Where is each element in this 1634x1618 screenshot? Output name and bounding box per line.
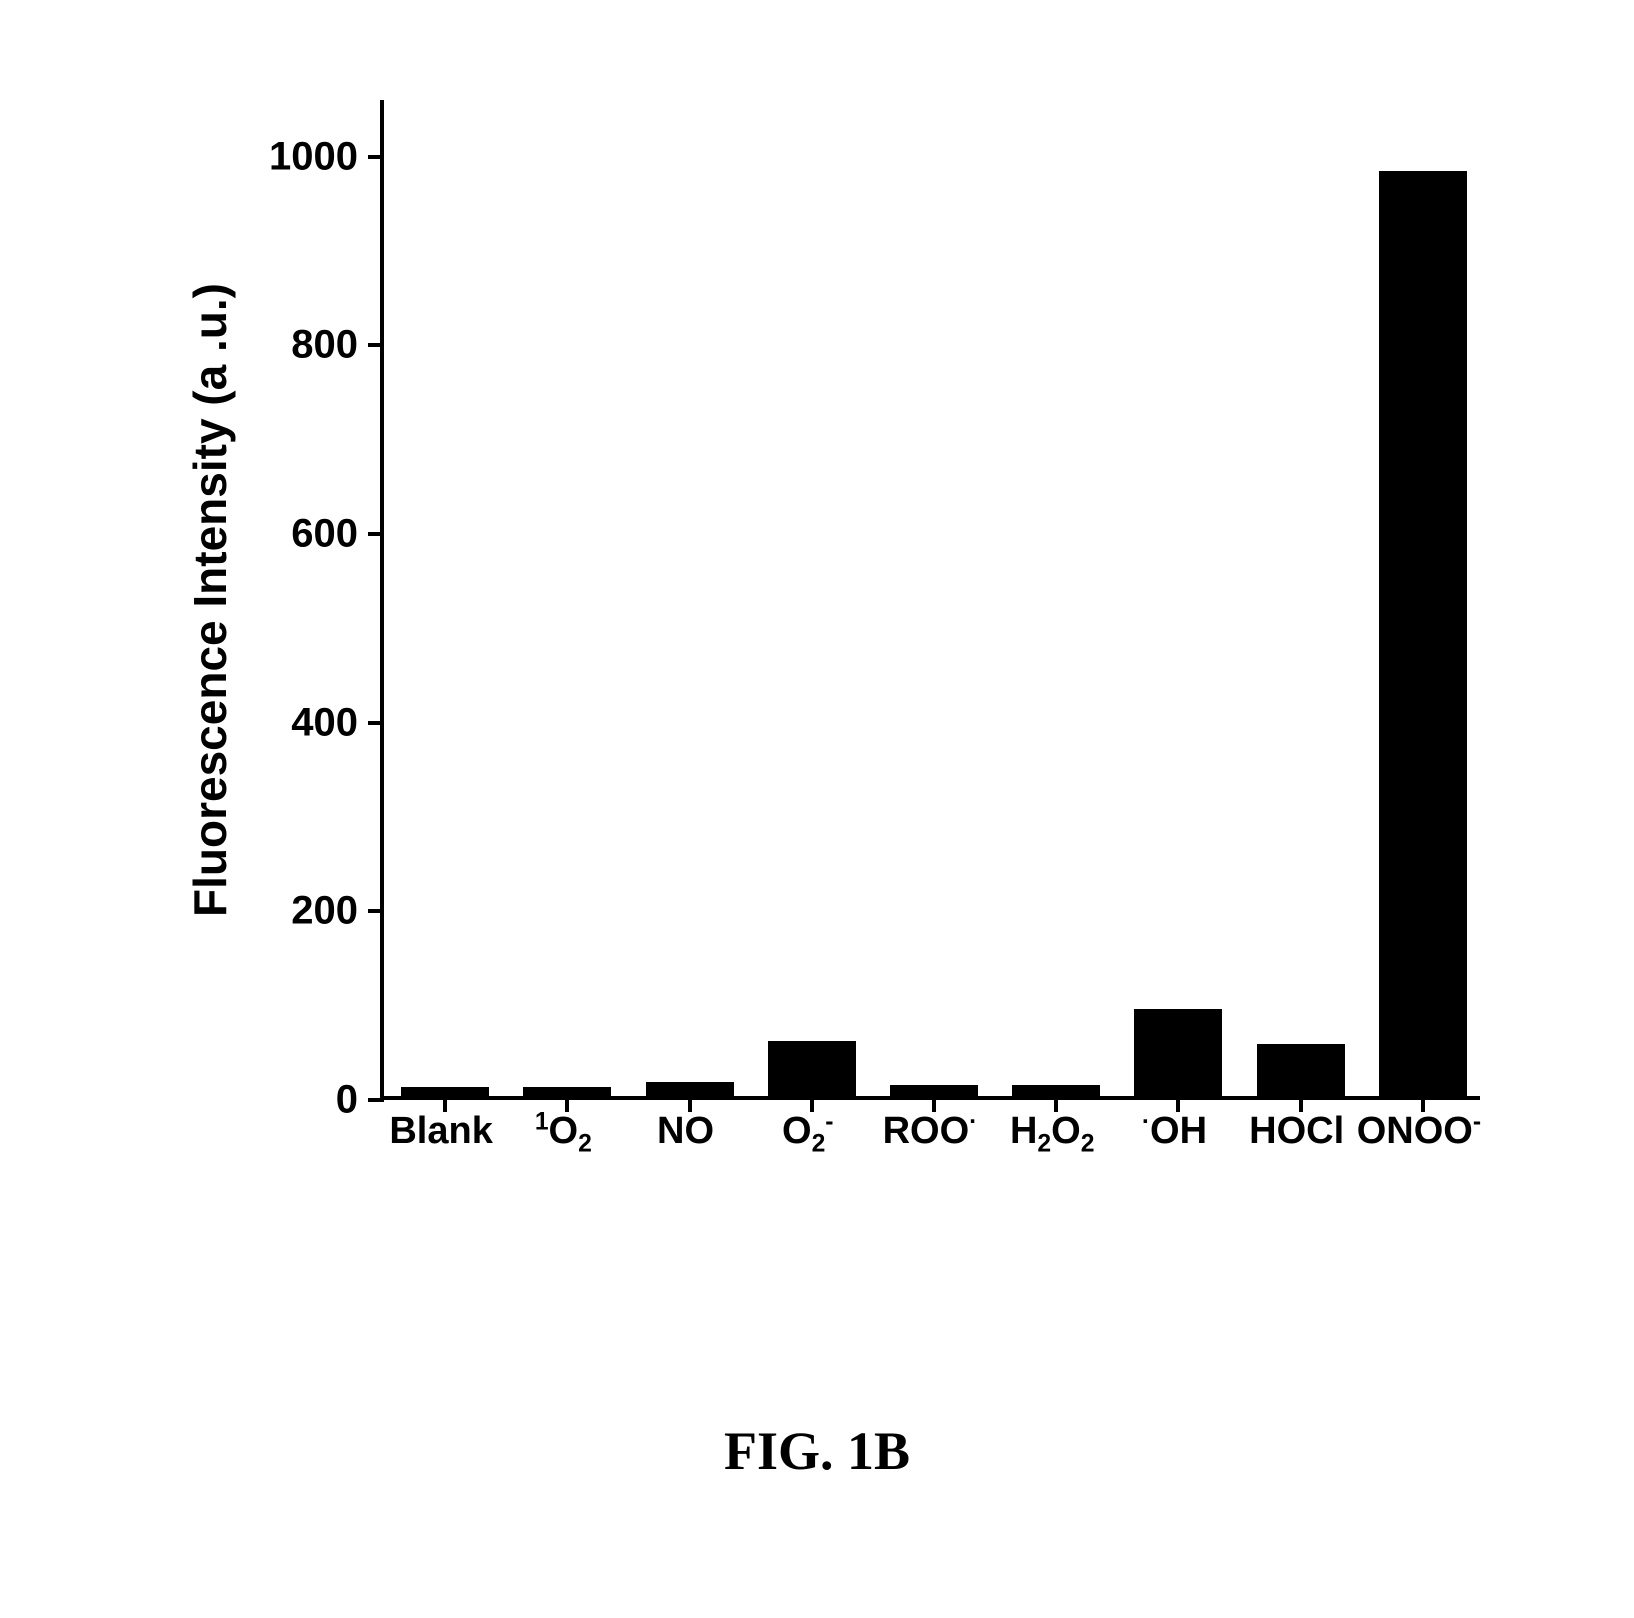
y-tick-label: 400: [291, 700, 384, 745]
x-label-1o2: 1O2: [535, 1110, 592, 1153]
x-label-roo: ROO·: [883, 1110, 978, 1153]
bar-blank: [401, 1087, 489, 1096]
bar-no: [646, 1082, 734, 1096]
bar-oh: [1134, 1009, 1222, 1096]
x-label-onoo-: ONOO-: [1357, 1110, 1481, 1153]
y-axis-title-container: Fluorescence Intensity (a .u.): [180, 100, 240, 1100]
y-tick-label: 800: [291, 323, 384, 368]
bar-h2o2: [1012, 1085, 1100, 1096]
x-label-oh: ·OH: [1142, 1110, 1207, 1153]
bar-o2-: [768, 1041, 856, 1096]
x-label-blank: Blank: [389, 1110, 492, 1153]
plot-area: 02004006008001000: [380, 100, 1480, 1100]
page: Fluorescence Intensity (a .u.) 020040060…: [0, 0, 1634, 1618]
y-tick-label: 1000: [269, 134, 384, 179]
y-tick-label: 0: [336, 1078, 384, 1123]
y-tick-label: 200: [291, 889, 384, 934]
figure-caption: FIG. 1B: [0, 1420, 1634, 1482]
x-label-o2-: O2-: [782, 1110, 834, 1153]
x-label-no: NO: [657, 1110, 714, 1153]
chart: Fluorescence Intensity (a .u.) 020040060…: [120, 80, 1514, 1260]
x-label-h2o2: H2O2: [1010, 1110, 1094, 1153]
x-axis-labels: Blank 1O2 NO O2- ROO· H2O2 ·OH HOCl ONOO-: [380, 1110, 1480, 1190]
bar-onoo-: [1379, 171, 1467, 1096]
x-label-hocl: HOCl: [1249, 1110, 1344, 1153]
y-axis-title: Fluorescence Intensity (a .u.): [183, 283, 237, 917]
bars-layer: [384, 100, 1480, 1096]
bar-1o2: [523, 1087, 611, 1096]
bar-hocl: [1257, 1044, 1345, 1096]
y-tick-label: 600: [291, 511, 384, 556]
bar-roo: [890, 1085, 978, 1096]
